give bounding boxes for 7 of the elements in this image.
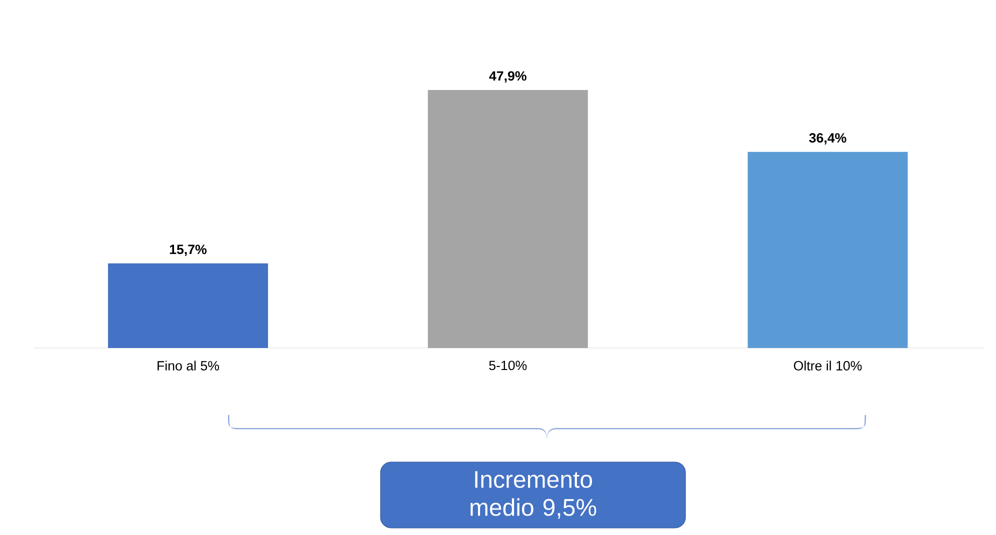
- text: Incremento medio 9,5%: [470, 471, 596, 519]
- x-tick-label: Fino al 5%: [158, 360, 220, 370]
- x-tick-label: Oltre il 10%: [794, 360, 862, 370]
- x-tick-label: 5-10%: [489, 360, 527, 370]
- data-label: 15,7%: [170, 244, 207, 256]
- data-label: 36,4%: [809, 133, 846, 145]
- data-label: 47,9%: [489, 71, 526, 83]
